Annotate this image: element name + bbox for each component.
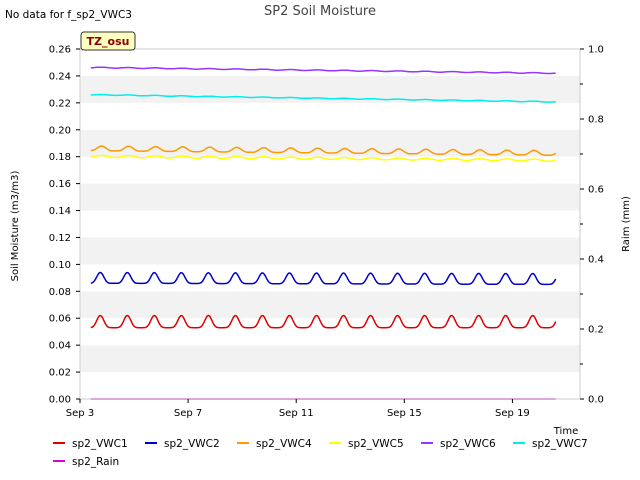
y2-tick-label: 0.8 [588, 115, 604, 126]
y-tick-label: 0.14 [49, 206, 71, 217]
series-line-sp2_VWC4 [90, 145, 557, 156]
grid-band [80, 264, 580, 292]
y-tick-label: 0.12 [49, 233, 71, 244]
x-axis: Sep 3 Sep 7 Sep 11 Sep 15 Sep 19 [66, 399, 530, 419]
y-tick-label: 0.16 [49, 179, 71, 190]
legend-label-sp2_VWC2: sp2_VWC2 [164, 438, 220, 450]
y2-tick-label: 0.0 [588, 395, 604, 406]
series-line-sp2_VWC6 [90, 66, 556, 75]
site-badge-label: TZ_osu [87, 35, 130, 48]
grid-band [80, 318, 580, 346]
site-badge: TZ_osu [80, 31, 136, 51]
grid-band [80, 345, 580, 373]
y-tick-label: 0.22 [49, 98, 71, 109]
legend-label-sp2_VWC7: sp2_VWC7 [532, 438, 588, 450]
grid-band [80, 183, 580, 211]
y-tick-label: 0.02 [49, 368, 71, 379]
x-tick-label: Sep 11 [279, 408, 314, 419]
y2-tick-label: 0.4 [588, 255, 604, 266]
series-line-sp2_VWC5 [90, 154, 556, 162]
y-axis-label: Soil Moisture (m3/m3) [10, 171, 21, 282]
x-tick-label: Sep 3 [66, 408, 94, 419]
legend-label-sp2_VWC5: sp2_VWC5 [348, 438, 404, 450]
x-tick-label: Sep 7 [174, 408, 202, 419]
y2-tick-label: 0.2 [588, 325, 604, 336]
x-tick-label: Sep 15 [387, 408, 422, 419]
y2-axis-label: Raim (mm) [621, 196, 632, 252]
legend-label-sp2_VWC6: sp2_VWC6 [440, 438, 496, 450]
series-line-sp2_VWC2 [90, 271, 557, 286]
y-tick-label: 0.08 [49, 287, 71, 298]
y-tick-label: 0.24 [49, 71, 71, 82]
legend-label-sp2_VWC4: sp2_VWC4 [256, 438, 312, 450]
grid-band [80, 156, 580, 184]
y-tick-label: 0.06 [49, 314, 71, 325]
no-data-message: No data for f_sp2_VWC3 [5, 9, 132, 21]
x-axis-label: Time [553, 426, 578, 437]
y-tick-label: 0.00 [49, 395, 71, 406]
legend: sp2_VWC1 sp2_VWC2 sp2_VWC4 sp2_VWC5 sp2_VWC6… [53, 438, 588, 468]
grid-band [80, 291, 580, 319]
y-tick-label: 0.20 [49, 125, 71, 136]
y-tick-label: 0.04 [49, 341, 71, 352]
y-tick-label: 0.10 [49, 260, 71, 271]
legend-label-sp2_VWC1: sp2_VWC1 [72, 438, 128, 450]
y2-tick-label: 1.0 [588, 45, 604, 56]
grid-band [80, 129, 580, 157]
grid-band [80, 237, 580, 265]
right-y-axis: 0.0 0.2 0.4 0.6 0.8 1.0 [580, 45, 604, 406]
grid-band [80, 210, 580, 238]
grid-band [80, 102, 580, 130]
series-line-sp2_VWC1 [90, 314, 557, 329]
legend-label-sp2_Rain: sp2_Rain [72, 456, 119, 468]
left-y-axis: 0.00 0.02 0.04 0.06 0.08 0.10 0.12 0.14 0.16 0.18… [49, 45, 80, 406]
x-tick-label: Sep 19 [495, 408, 530, 419]
y-tick-label: 0.26 [49, 45, 71, 56]
chart-title: SP2 Soil Moisture [264, 4, 376, 19]
grid-band [80, 372, 580, 399]
y2-tick-label: 0.6 [588, 185, 604, 196]
y-tick-label: 0.18 [49, 152, 71, 163]
series-line-sp2_VWC7 [90, 93, 556, 103]
